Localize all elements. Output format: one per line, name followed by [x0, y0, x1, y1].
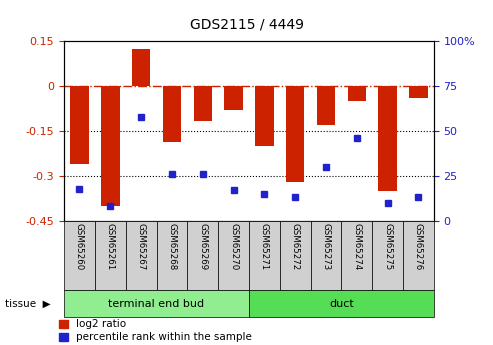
Bar [95, 221, 126, 290]
Bar [348, 86, 366, 101]
Text: GSM65269: GSM65269 [198, 223, 207, 270]
Bar [280, 221, 311, 290]
Bar [341, 221, 372, 290]
Bar [372, 221, 403, 290]
Bar [317, 86, 335, 125]
Text: GSM65260: GSM65260 [75, 223, 84, 270]
Text: GSM65267: GSM65267 [137, 223, 145, 270]
Bar [193, 86, 212, 121]
Legend: log2 ratio, percentile rank within the sample: log2 ratio, percentile rank within the s… [60, 319, 252, 342]
Text: GSM65276: GSM65276 [414, 223, 423, 270]
Bar [403, 221, 434, 290]
Text: GSM65268: GSM65268 [168, 223, 176, 270]
Text: GSM65274: GSM65274 [352, 223, 361, 270]
Bar [409, 86, 427, 98]
Text: GSM65273: GSM65273 [321, 223, 330, 270]
Text: terminal end bud: terminal end bud [108, 299, 205, 308]
Bar [378, 86, 397, 191]
Bar [64, 221, 95, 290]
Bar [163, 86, 181, 141]
Text: GSM65275: GSM65275 [383, 223, 392, 270]
Bar [126, 221, 157, 290]
Text: GSM65270: GSM65270 [229, 223, 238, 270]
Bar [255, 86, 274, 146]
Bar [249, 290, 434, 317]
Bar [132, 49, 150, 86]
Bar [249, 221, 280, 290]
Bar [101, 86, 119, 206]
Bar [70, 86, 89, 164]
Bar [157, 221, 187, 290]
Bar [286, 86, 305, 182]
Text: tissue  ▶: tissue ▶ [5, 299, 51, 308]
Bar [311, 221, 341, 290]
Bar [224, 86, 243, 110]
Text: GSM65272: GSM65272 [291, 223, 300, 270]
Bar [187, 221, 218, 290]
Text: GSM65261: GSM65261 [106, 223, 115, 270]
Bar [64, 290, 249, 317]
Text: GDS2115 / 4449: GDS2115 / 4449 [189, 17, 304, 31]
Text: GSM65271: GSM65271 [260, 223, 269, 270]
Text: duct: duct [329, 299, 354, 308]
Bar [218, 221, 249, 290]
